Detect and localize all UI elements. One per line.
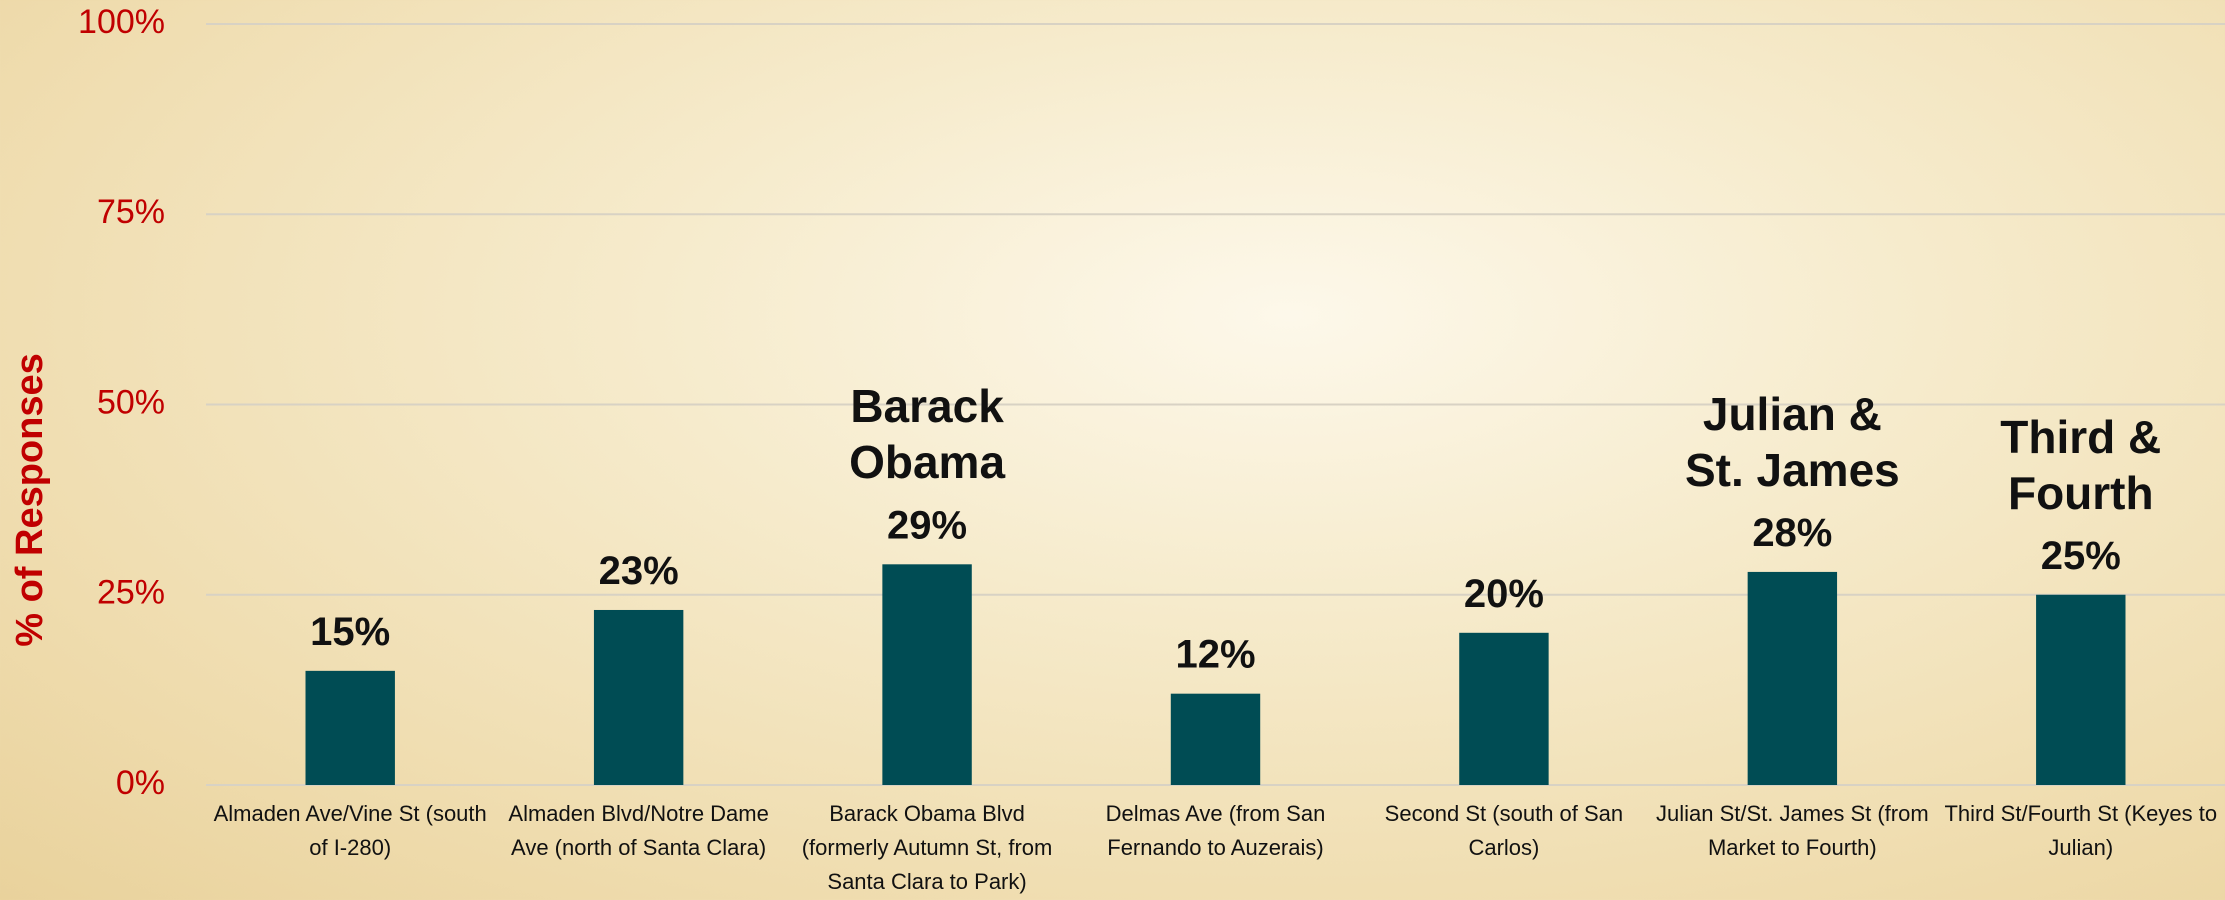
bar bbox=[1747, 571, 1838, 785]
bar bbox=[1170, 693, 1261, 785]
bar bbox=[2036, 594, 2126, 785]
value-label: 28% bbox=[1752, 511, 1832, 555]
y-tick-label: 100% bbox=[78, 3, 165, 41]
value-label: 12% bbox=[1175, 633, 1255, 677]
annotation: Julian & St. James bbox=[1684, 387, 1900, 496]
x-tick-label: Delmas Ave (from San Fernando to Auzerai… bbox=[1105, 801, 1326, 860]
y-tick-label: 0% bbox=[116, 764, 165, 802]
x-tick-label: Third St/Fourth St (Keyes to Julian) bbox=[1944, 801, 2218, 860]
value-label: 29% bbox=[887, 503, 967, 547]
bar bbox=[882, 564, 972, 785]
x-tick-label: Julian St/St. James St (from Market to F… bbox=[1656, 801, 1929, 860]
value-label: 23% bbox=[599, 549, 679, 593]
annotation: Third & Fourth bbox=[2000, 410, 2162, 519]
y-tick-label: 25% bbox=[97, 574, 165, 612]
x-tick-label: Barack Obama Blvd (formerly Autumn St, f… bbox=[801, 801, 1053, 894]
y-axis-label: % of Responses bbox=[9, 353, 51, 647]
value-label: 15% bbox=[310, 610, 390, 654]
y-tick-label: 50% bbox=[97, 383, 165, 421]
bar bbox=[593, 609, 684, 785]
x-tick-label: Second St (south of San Carlos) bbox=[1384, 801, 1624, 860]
bar bbox=[305, 670, 395, 785]
y-tick-label: 75% bbox=[97, 193, 165, 231]
bar bbox=[1459, 632, 1549, 785]
value-label: 25% bbox=[2041, 534, 2121, 578]
x-tick-label: Almaden Blvd/Notre Dame Ave (north of Sa… bbox=[508, 801, 769, 860]
annotation: Barack Obama bbox=[849, 380, 1006, 489]
value-label: 20% bbox=[1464, 572, 1544, 616]
x-tick-label: Almaden Ave/Vine St (south of I-280) bbox=[213, 801, 487, 860]
